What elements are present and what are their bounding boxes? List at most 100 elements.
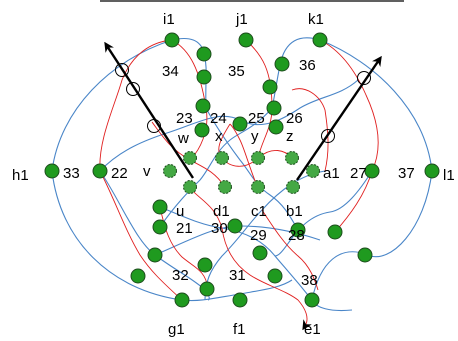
label-v: v	[143, 163, 151, 180]
dashed-node	[286, 180, 300, 194]
node	[152, 199, 168, 215]
arrow-right	[296, 55, 382, 181]
crossing-ring	[115, 63, 129, 77]
solid-nodes	[44, 32, 440, 308]
node	[92, 163, 108, 179]
label-34: 34	[162, 63, 179, 80]
direction-arrows	[104, 41, 382, 181]
red-curve	[291, 88, 329, 172]
node	[147, 247, 163, 263]
node	[130, 268, 146, 284]
label-29: 29	[250, 227, 267, 244]
node	[262, 79, 278, 95]
label-f1: f1	[233, 321, 246, 338]
blue-curve	[99, 170, 210, 301]
label-u: u	[176, 203, 184, 220]
blue-curve	[311, 170, 433, 312]
dashed-node	[285, 151, 299, 165]
red-curve	[245, 39, 273, 159]
label-g1: g1	[168, 321, 185, 338]
label-w: w	[177, 130, 189, 147]
label-37: 37	[398, 165, 415, 182]
blue-curve	[274, 170, 373, 257]
red-curve	[229, 123, 259, 189]
label-h1: h1	[12, 167, 29, 184]
crossing-ring	[147, 119, 161, 133]
dashed-node	[183, 180, 197, 194]
label-33: 33	[63, 165, 80, 182]
node	[232, 116, 248, 132]
node	[268, 119, 284, 135]
red-curves	[99, 39, 379, 331]
label-d1: d1	[213, 203, 230, 220]
blue-curve	[271, 37, 433, 172]
node	[266, 100, 282, 116]
blue-curve	[159, 107, 273, 228]
node	[194, 122, 210, 138]
node	[196, 69, 212, 85]
label-27: 27	[350, 165, 367, 182]
crossing-ring	[126, 82, 140, 96]
label-22: 22	[111, 165, 128, 182]
crossing-markers	[115, 63, 371, 143]
blue-curve	[159, 206, 312, 300]
label-l1: l1	[443, 167, 455, 184]
node	[196, 46, 212, 62]
dashed-node	[163, 164, 177, 178]
label-e1: e1	[304, 321, 321, 338]
red-curve	[99, 170, 183, 301]
arrow-left	[104, 41, 195, 179]
node	[238, 32, 254, 48]
node	[164, 32, 180, 48]
label-i1: i1	[163, 11, 175, 28]
node	[304, 292, 320, 308]
dashed-node	[183, 151, 197, 165]
node	[195, 98, 211, 114]
node	[290, 222, 306, 238]
label-26: 26	[286, 110, 303, 127]
label-21: 21	[176, 220, 193, 237]
node	[199, 281, 215, 297]
node	[227, 218, 243, 234]
node	[364, 163, 380, 179]
label-25: 25	[248, 110, 265, 127]
red-curve	[261, 209, 319, 291]
label-30: 30	[211, 220, 228, 237]
label-b1: b1	[286, 203, 303, 220]
node	[232, 292, 248, 308]
label-36: 36	[299, 57, 316, 74]
node	[152, 219, 168, 235]
label-32: 32	[172, 267, 189, 284]
dashed-node	[215, 151, 229, 165]
node	[197, 257, 213, 273]
node	[424, 163, 440, 179]
dashed-nodes	[163, 151, 320, 194]
dashed-node	[306, 164, 320, 178]
dashed-node	[251, 151, 265, 165]
red-curve	[99, 39, 173, 172]
node	[174, 292, 190, 308]
label-c1: c1	[251, 203, 267, 220]
label-35: 35	[228, 63, 245, 80]
label-24: 24	[210, 110, 227, 127]
label-x: x	[215, 128, 223, 145]
label-31: 31	[229, 267, 246, 284]
crossing-ring	[321, 129, 335, 143]
blue-curve	[205, 107, 299, 231]
node	[274, 56, 290, 72]
label-j1: j1	[235, 11, 248, 28]
red-curve	[221, 227, 312, 331]
node	[327, 224, 343, 240]
label-23: 23	[176, 110, 193, 127]
node	[357, 247, 373, 263]
red-curve	[319, 39, 379, 233]
crossing-ring	[357, 71, 371, 85]
dashed-node	[218, 180, 232, 194]
node	[252, 245, 268, 261]
label-z: z	[286, 128, 294, 145]
node	[312, 32, 328, 48]
red-curve	[218, 123, 293, 167]
label-k1: k1	[308, 11, 324, 28]
label-a1: a1	[323, 165, 340, 182]
